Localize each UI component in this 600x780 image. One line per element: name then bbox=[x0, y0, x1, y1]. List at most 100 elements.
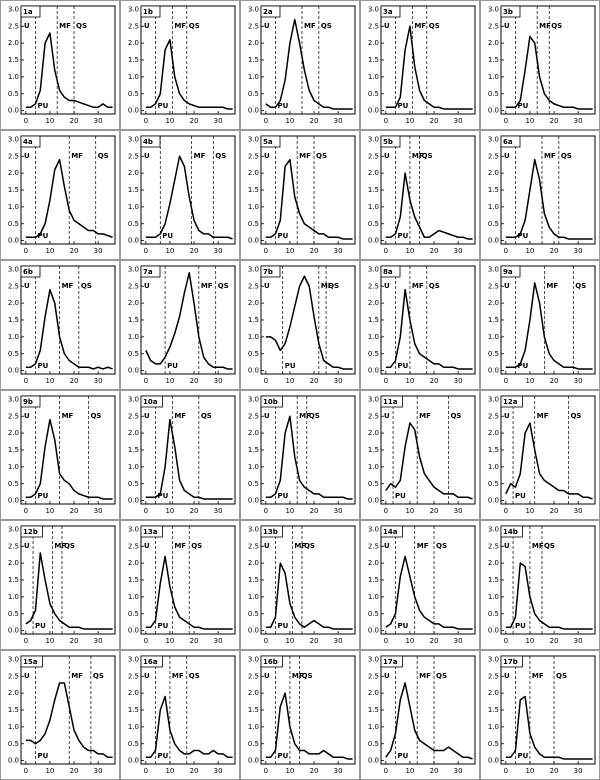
region-label: PU bbox=[37, 232, 48, 240]
y-tick-label: 0.0 bbox=[368, 757, 379, 765]
y-tick-label: 2.5 bbox=[488, 282, 499, 290]
x-tick-label: 10 bbox=[285, 637, 294, 645]
region-label: QS bbox=[98, 152, 109, 160]
y-tick-label: 2.5 bbox=[488, 152, 499, 160]
y-tick-label: 3.0 bbox=[248, 655, 259, 663]
y-tick-label: 2.0 bbox=[128, 299, 139, 307]
y-tick-label: 0.0 bbox=[488, 107, 499, 115]
x-tick-label: 10 bbox=[525, 117, 534, 125]
y-tick-label: 0.5 bbox=[128, 740, 139, 748]
panel: 0.0 0.5 1.0 1.5 2.0 2.5 3.0 0 10 20 30 U PU MF QS 16a bbox=[120, 650, 240, 780]
panel-title: 16a bbox=[143, 658, 158, 666]
x-tick-label: 0 bbox=[144, 637, 148, 645]
x-tick-label: 30 bbox=[214, 637, 223, 645]
title-box bbox=[20, 265, 41, 278]
y-tick-label: 0.5 bbox=[8, 350, 19, 358]
region-label: QS bbox=[189, 22, 200, 30]
region-label: U bbox=[504, 672, 510, 680]
region-label: PU bbox=[37, 492, 48, 500]
y-tick-label: 1.0 bbox=[128, 723, 139, 731]
y-tick-label: 0.0 bbox=[368, 237, 379, 245]
region-label: U bbox=[504, 412, 510, 420]
region-label: PU bbox=[157, 622, 168, 630]
plot-frame bbox=[140, 395, 236, 505]
profile-line bbox=[145, 39, 233, 110]
panel: 0.0 0.5 1.0 1.5 2.0 2.5 3.0 0 10 20 30 U PU MF QS 3a bbox=[360, 0, 480, 130]
region-label: QS bbox=[561, 152, 572, 160]
y-tick-label: 1.5 bbox=[368, 186, 379, 194]
y-tick-label: 2.0 bbox=[128, 689, 139, 697]
region-label: U bbox=[144, 412, 150, 420]
panel-title: 17b bbox=[503, 658, 518, 666]
x-tick-label: 20 bbox=[310, 117, 319, 125]
x-tick-label: 10 bbox=[45, 637, 54, 645]
y-tick-label: 2.5 bbox=[248, 542, 259, 550]
y-tick-label: 2.5 bbox=[488, 22, 499, 30]
y-tick-label: 0.5 bbox=[248, 90, 259, 98]
x-tick-label: 10 bbox=[285, 767, 294, 775]
y-tick-label: 2.0 bbox=[368, 559, 379, 567]
panel-border bbox=[0, 390, 120, 520]
y-tick-label: 3.0 bbox=[8, 265, 19, 273]
x-tick-label: 10 bbox=[45, 767, 54, 775]
y-tick-label: 0.5 bbox=[128, 90, 139, 98]
profile-line bbox=[385, 25, 473, 110]
region-label: U bbox=[144, 152, 150, 160]
y-tick-label: 3.0 bbox=[368, 135, 379, 143]
y-tick-label: 1.5 bbox=[128, 316, 139, 324]
y-tick-label: 0.5 bbox=[488, 90, 499, 98]
y-tick-label: 2.0 bbox=[368, 169, 379, 177]
x-tick-label: 20 bbox=[190, 507, 199, 515]
title-box bbox=[260, 395, 283, 408]
x-tick-label: 30 bbox=[574, 767, 583, 775]
region-label: U bbox=[384, 152, 390, 160]
panel: 0.0 0.5 1.0 1.5 2.0 2.5 3.0 0 10 20 30 U PU MF QS 7a bbox=[120, 260, 240, 390]
region-label: QS bbox=[436, 672, 447, 680]
region-label: QS bbox=[450, 412, 461, 420]
region-label: QS bbox=[321, 22, 332, 30]
region-label: U bbox=[24, 152, 30, 160]
y-tick-label: 3.0 bbox=[8, 395, 19, 403]
x-tick-label: 0 bbox=[264, 637, 268, 645]
title-box bbox=[20, 395, 41, 408]
x-tick-label: 30 bbox=[454, 767, 463, 775]
title-box bbox=[260, 135, 281, 148]
x-tick-label: 0 bbox=[144, 507, 148, 515]
y-tick-label: 1.5 bbox=[128, 186, 139, 194]
panel-border bbox=[240, 130, 360, 260]
x-tick-label: 0 bbox=[504, 117, 508, 125]
y-tick-label: 2.0 bbox=[488, 39, 499, 47]
y-tick-label: 0.0 bbox=[8, 757, 19, 765]
region-label: MF bbox=[412, 282, 424, 290]
y-tick-label: 2.0 bbox=[8, 429, 19, 437]
y-tick-label: 2.5 bbox=[128, 672, 139, 680]
y-tick-label: 2.0 bbox=[8, 299, 19, 307]
region-label: MF bbox=[417, 542, 429, 550]
x-tick-label: 20 bbox=[310, 637, 319, 645]
region-label: U bbox=[504, 152, 510, 160]
region-label: PU bbox=[277, 102, 288, 110]
x-tick-label: 0 bbox=[144, 117, 148, 125]
y-tick-label: 1.5 bbox=[368, 56, 379, 64]
region-label: QS bbox=[93, 672, 104, 680]
x-tick-label: 0 bbox=[384, 637, 388, 645]
title-box bbox=[20, 135, 41, 148]
region-label: PU bbox=[517, 752, 528, 760]
profile-line bbox=[145, 555, 233, 630]
x-tick-label: 0 bbox=[144, 377, 148, 385]
y-tick-label: 2.0 bbox=[248, 689, 259, 697]
y-tick-label: 3.0 bbox=[248, 135, 259, 143]
title-box bbox=[380, 395, 403, 408]
x-tick-label: 0 bbox=[264, 507, 268, 515]
y-tick-label: 0.5 bbox=[248, 740, 259, 748]
title-box bbox=[20, 525, 43, 538]
region-label: MF bbox=[174, 412, 186, 420]
profile-line bbox=[25, 682, 113, 758]
panel-border bbox=[360, 390, 480, 520]
y-tick-label: 1.0 bbox=[8, 203, 19, 211]
y-tick-label: 2.0 bbox=[488, 559, 499, 567]
region-label: PU bbox=[277, 622, 288, 630]
x-tick-label: 10 bbox=[165, 507, 174, 515]
y-tick-label: 0.0 bbox=[368, 627, 379, 635]
